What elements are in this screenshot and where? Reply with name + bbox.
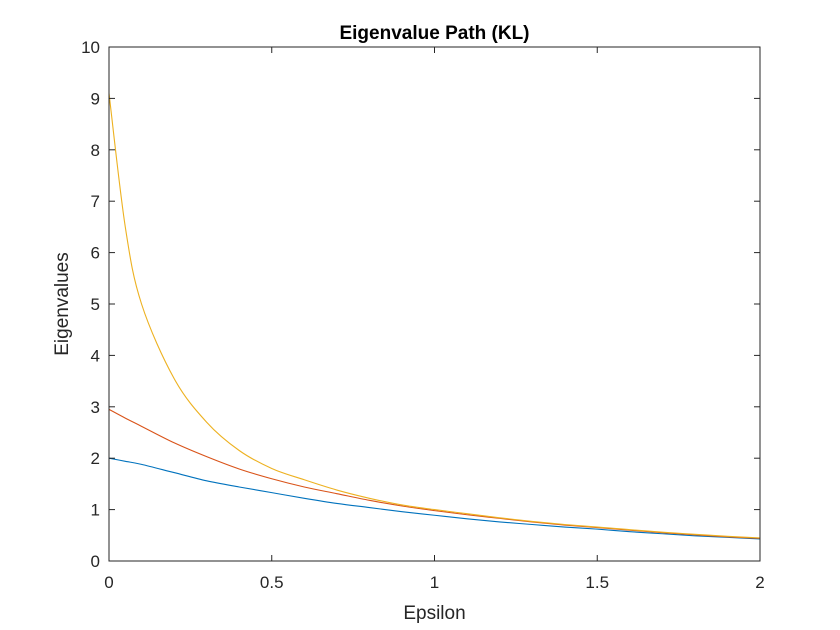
axis-ticks: 0 0.5 1 1.5 2 0 1 2 3 4 5 6 7 8 9 10 <box>81 38 765 592</box>
x-axis-label: Epsilon <box>403 603 465 624</box>
y-tick-label: 8 <box>91 141 100 160</box>
chart-title: Eigenvalue Path (KL) <box>339 23 529 44</box>
plot-box <box>108 46 761 562</box>
y-tick-label: 9 <box>91 89 100 108</box>
y-tick-label: 5 <box>91 295 100 314</box>
series-line-3 <box>108 93 761 539</box>
y-tick-label: 10 <box>81 38 100 57</box>
y-tick-label: 6 <box>91 244 100 263</box>
x-tick-label: 1.5 <box>585 573 609 592</box>
plot-area <box>109 47 760 561</box>
y-tick-label: 2 <box>91 449 100 468</box>
x-tick-label: 1 <box>430 573 439 592</box>
y-tick-label: 7 <box>91 192 100 211</box>
series-lines <box>108 93 761 540</box>
y-tick-label: 1 <box>91 501 100 520</box>
y-axis-label: Eigenvalues <box>52 252 73 356</box>
x-tick-label: 2 <box>755 573 764 592</box>
x-tick-label: 0 <box>104 573 113 592</box>
y-tick-label: 0 <box>91 552 100 571</box>
series-line-1 <box>108 457 761 540</box>
y-tick-label: 3 <box>91 398 100 417</box>
y-tick-label: 4 <box>91 346 100 365</box>
x-tick-label: 0.5 <box>260 573 284 592</box>
